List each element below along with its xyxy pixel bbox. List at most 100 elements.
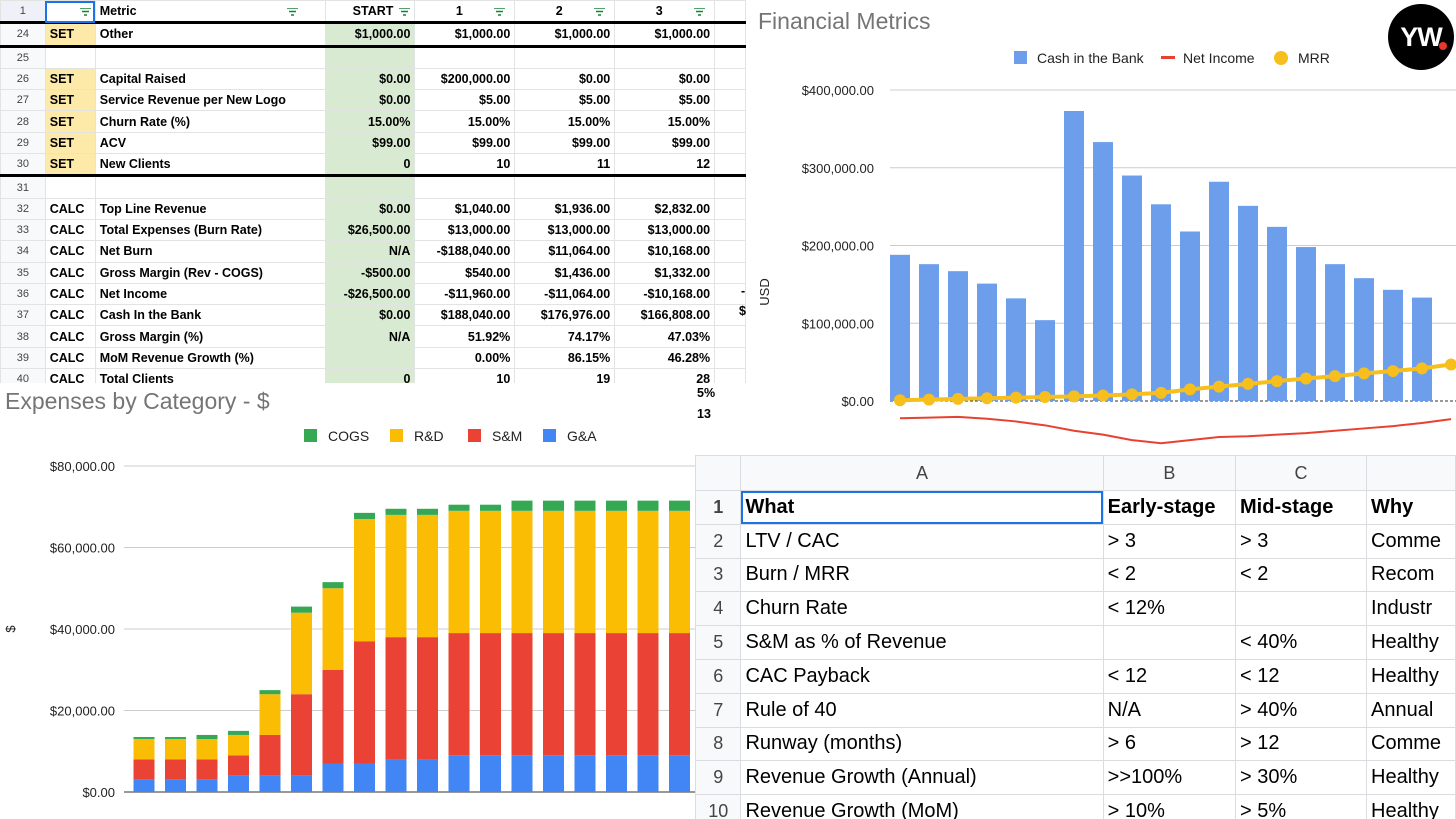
cash-bar[interactable] xyxy=(919,264,939,401)
mrr-point[interactable] xyxy=(1387,365,1399,378)
legend-label[interactable]: R&D xyxy=(414,428,444,444)
mid-stage-cell[interactable] xyxy=(1235,591,1367,627)
early-stage-cell[interactable]: < 12 xyxy=(1102,658,1237,694)
expense-bar-segment[interactable] xyxy=(574,510,596,634)
filter-icon[interactable] xyxy=(494,7,506,16)
expense-bar-segment[interactable] xyxy=(448,504,470,511)
metric-cell[interactable]: Total Clients xyxy=(94,368,326,383)
cash-bar[interactable] xyxy=(1064,110,1084,402)
mrr-point[interactable] xyxy=(1068,390,1080,403)
month-1-cell[interactable]: 51.92% xyxy=(414,325,516,348)
tag-cell[interactable]: SET xyxy=(44,153,96,178)
cash-bar[interactable] xyxy=(1238,205,1258,401)
expense-bar-segment[interactable] xyxy=(543,755,564,792)
overflow-cell[interactable] xyxy=(714,197,746,220)
row-number[interactable]: 36 xyxy=(0,282,46,306)
month-1-cell[interactable]: -$11,960.00 xyxy=(414,282,516,306)
tag-cell[interactable]: CALC xyxy=(44,368,96,383)
row-number[interactable]: 5 xyxy=(695,625,742,660)
cash-bar[interactable] xyxy=(1122,175,1142,401)
expense-bar-segment[interactable] xyxy=(291,694,312,776)
filter-icon[interactable] xyxy=(286,7,298,16)
overflow-cell[interactable] xyxy=(714,45,746,69)
metric-cell[interactable]: Cash In the Bank xyxy=(94,304,326,327)
early-stage-cell[interactable]: > 3 xyxy=(1102,523,1237,559)
month-1-cell[interactable]: $13,000.00 xyxy=(414,218,516,242)
row-number[interactable]: 27 xyxy=(0,89,46,112)
month-2-cell[interactable]: -$11,064.00 xyxy=(514,282,616,306)
expense-bar-segment[interactable] xyxy=(165,779,186,792)
expense-bar-segment[interactable] xyxy=(259,775,281,792)
cash-bar[interactable] xyxy=(1296,247,1316,401)
why-cell[interactable]: Comme xyxy=(1366,523,1456,559)
filter-icon[interactable] xyxy=(594,7,606,16)
expense-bar-segment[interactable] xyxy=(291,775,312,792)
month-2-cell[interactable] xyxy=(514,45,616,69)
month-2-cell[interactable]: 19 xyxy=(514,368,616,383)
expense-bar-segment[interactable] xyxy=(385,514,407,638)
row-number[interactable]: 29 xyxy=(0,131,46,155)
expense-bar-segment[interactable] xyxy=(385,508,407,515)
expense-bar-segment[interactable] xyxy=(322,763,344,792)
month-2-cell[interactable]: $5.00 xyxy=(514,89,616,112)
expense-bar-segment[interactable] xyxy=(228,734,249,756)
expense-bar-segment[interactable] xyxy=(669,510,690,634)
expense-bar-segment[interactable] xyxy=(574,500,596,511)
expense-bar-segment[interactable] xyxy=(354,512,375,519)
column-header-c[interactable]: C xyxy=(1235,455,1367,491)
month-3-cell[interactable] xyxy=(614,175,716,199)
expense-bar-segment[interactable] xyxy=(354,763,375,792)
expense-bar-segment[interactable] xyxy=(196,739,218,760)
tag-cell[interactable]: CALC xyxy=(44,346,96,370)
expense-bar-segment[interactable] xyxy=(228,730,249,735)
expense-bar-segment[interactable] xyxy=(385,637,407,760)
overflow-cell[interactable] xyxy=(714,175,746,199)
metric-cell[interactable]: Net Burn xyxy=(94,240,326,263)
expense-bar-segment[interactable] xyxy=(669,633,690,756)
month-3-cell[interactable]: 47.03% xyxy=(614,325,716,348)
metric-cell[interactable]: Capital Raised xyxy=(94,67,326,91)
expense-bar-segment[interactable] xyxy=(133,759,155,780)
expense-bar-segment[interactable] xyxy=(606,510,627,634)
metric-header[interactable]: Metric xyxy=(94,0,326,25)
column-header-b[interactable]: B xyxy=(1102,455,1237,491)
month-1-cell[interactable]: $188,040.00 xyxy=(414,304,516,327)
month-3-cell[interactable]: 12 xyxy=(614,153,716,178)
tag-cell[interactable]: SET xyxy=(44,22,96,48)
row-number[interactable]: 30 xyxy=(0,153,46,178)
expense-bar-segment[interactable] xyxy=(606,633,627,756)
mid-stage-cell[interactable]: > 3 xyxy=(1235,523,1367,559)
expense-bar-segment[interactable] xyxy=(543,633,564,756)
why-cell[interactable]: Healthy xyxy=(1366,760,1456,796)
expense-bar-segment[interactable] xyxy=(259,734,281,776)
mrr-point[interactable] xyxy=(1097,389,1109,402)
row-number[interactable]: 33 xyxy=(0,218,46,242)
legend-label[interactable]: Cash in the Bank xyxy=(1037,50,1145,66)
mrr-point[interactable] xyxy=(1271,375,1283,388)
start-value-cell[interactable] xyxy=(324,346,416,370)
overflow-cell[interactable] xyxy=(714,240,746,263)
mid-stage-cell[interactable]: < 12 xyxy=(1235,658,1367,694)
month-1-cell[interactable]: $99.00 xyxy=(414,131,516,155)
row-number[interactable]: 25 xyxy=(0,45,46,69)
cash-bar[interactable] xyxy=(890,254,910,401)
month-2-header[interactable]: 2 xyxy=(514,0,616,25)
what-cell[interactable]: CAC Payback xyxy=(740,658,1104,694)
metric-cell[interactable]: Gross Margin (Rev - COGS) xyxy=(94,261,326,284)
expense-bar-segment[interactable] xyxy=(354,641,375,764)
expense-bar-segment[interactable] xyxy=(228,775,249,792)
expense-bar-segment[interactable] xyxy=(165,759,186,780)
start-value-cell[interactable]: N/A xyxy=(324,240,416,263)
month-2-cell[interactable]: $11,064.00 xyxy=(514,240,616,263)
expenses-chart[interactable]: Expenses by Category - $ $0.00 $20,000.00… xyxy=(0,383,695,819)
expense-bar-segment[interactable] xyxy=(669,500,690,511)
expense-bar-segment[interactable] xyxy=(606,755,627,792)
expense-bar-segment[interactable] xyxy=(511,500,533,511)
month-1-cell[interactable]: 15.00% xyxy=(414,110,516,133)
overflow-cell[interactable] xyxy=(714,368,746,383)
cash-bar[interactable] xyxy=(1180,231,1200,401)
row-number[interactable]: 40 xyxy=(0,368,46,383)
mrr-point[interactable] xyxy=(1155,386,1167,399)
expense-bar-segment[interactable] xyxy=(322,669,344,764)
expense-bar-segment[interactable] xyxy=(196,759,218,780)
